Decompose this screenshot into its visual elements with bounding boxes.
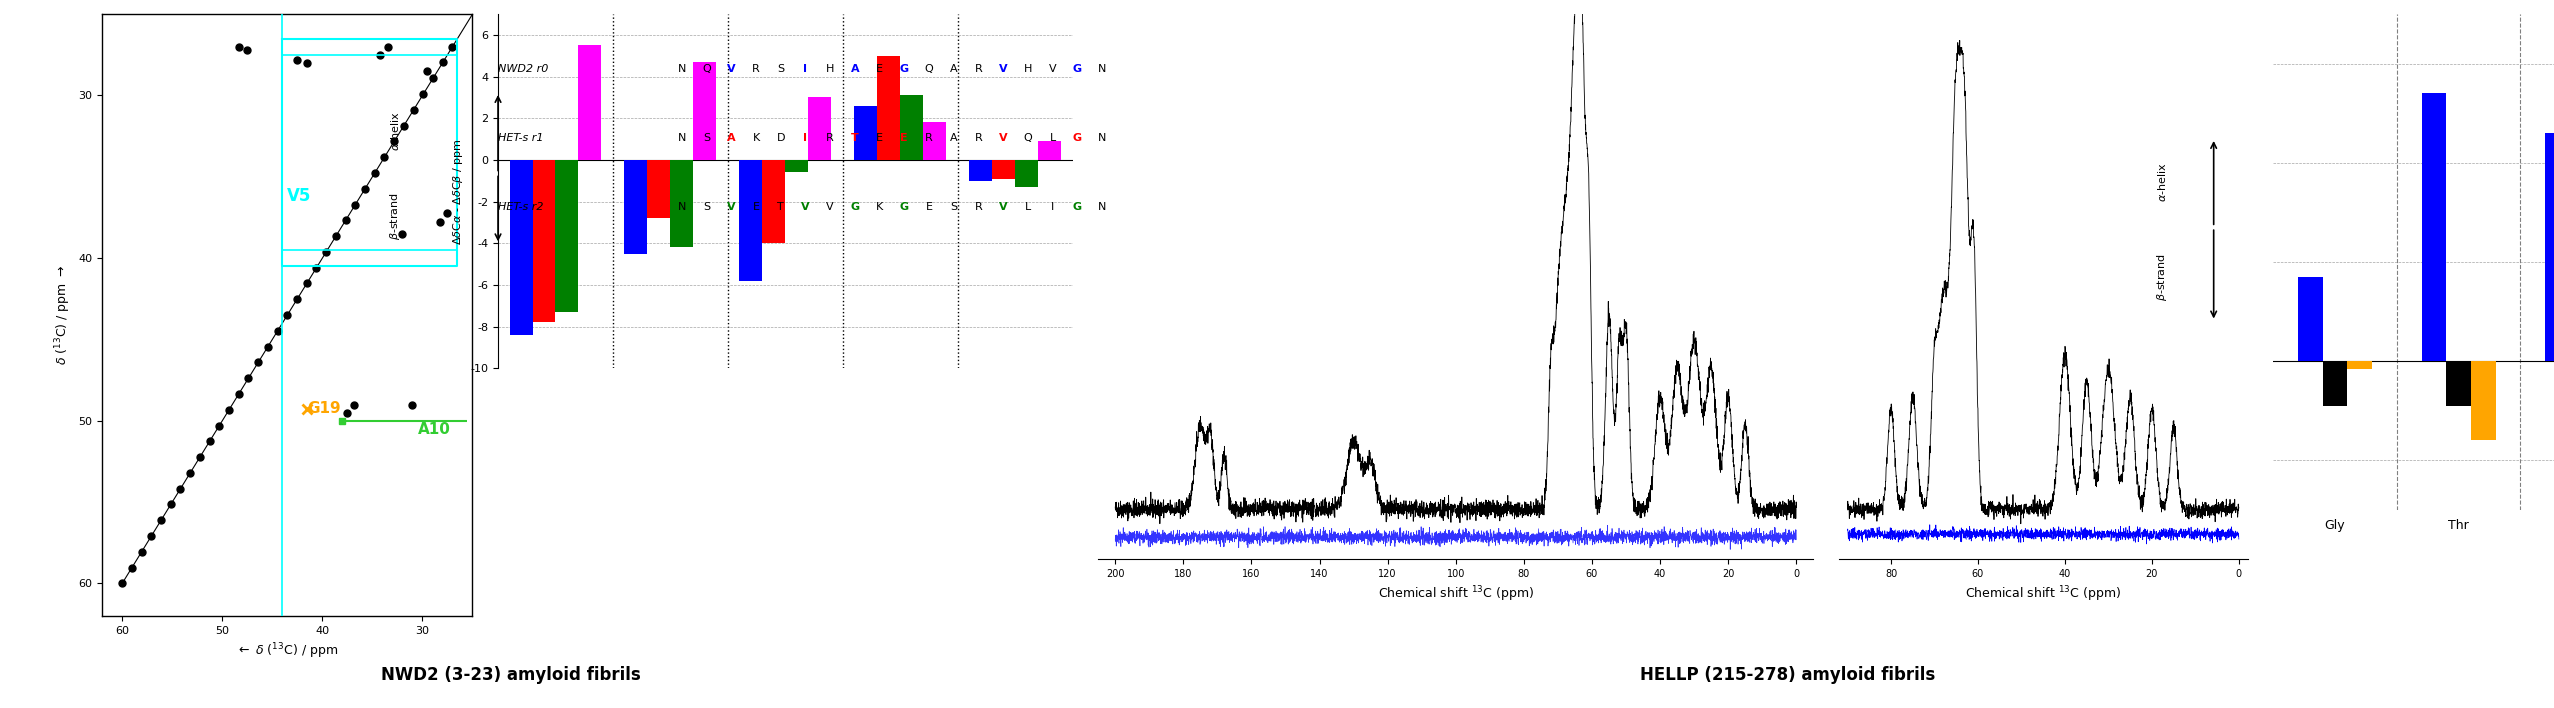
Bar xyxy=(577,45,603,160)
Bar xyxy=(649,160,669,218)
Bar xyxy=(971,160,994,181)
Text: NWD2 (3-23) amyloid fibrils: NWD2 (3-23) amyloid fibrils xyxy=(381,666,641,684)
Bar xyxy=(2546,133,2554,361)
Bar xyxy=(2472,361,2495,440)
Text: E: E xyxy=(925,202,932,212)
Bar xyxy=(925,122,945,160)
Text: A10: A10 xyxy=(416,422,450,437)
Text: V: V xyxy=(999,202,1006,212)
Text: R: R xyxy=(976,64,983,74)
Text: $\alpha$-helix: $\alpha$-helix xyxy=(388,111,401,151)
Bar xyxy=(557,160,577,312)
Text: A: A xyxy=(950,133,958,143)
Bar xyxy=(1037,141,1062,160)
Bar xyxy=(879,56,899,160)
Y-axis label: $\delta$ ($^{13}$C) / ppm $\rightarrow$: $\delta$ ($^{13}$C) / ppm $\rightarrow$ xyxy=(54,265,72,365)
Text: $\beta$-strand: $\beta$-strand xyxy=(2156,253,2168,301)
Text: Q: Q xyxy=(702,64,710,74)
Text: HET-s r2: HET-s r2 xyxy=(498,202,544,212)
Y-axis label: $\Delta\delta$C$\alpha$ - $\Delta\delta$C$\beta$ / ppm: $\Delta\delta$C$\alpha$ - $\Delta\delta$… xyxy=(450,138,465,244)
X-axis label: $\leftarrow$ $\delta$ ($^{13}$C) / ppm: $\leftarrow$ $\delta$ ($^{13}$C) / ppm xyxy=(238,641,337,661)
Text: HET-s r1: HET-s r1 xyxy=(498,133,544,143)
Text: V: V xyxy=(827,202,835,212)
Text: L: L xyxy=(1050,133,1055,143)
Text: A: A xyxy=(728,133,736,143)
Text: S: S xyxy=(950,202,958,212)
Bar xyxy=(807,98,833,160)
Text: Q: Q xyxy=(1024,133,1032,143)
Bar xyxy=(902,96,925,160)
Text: R: R xyxy=(976,202,983,212)
Text: R: R xyxy=(753,64,761,74)
Text: T: T xyxy=(850,133,858,143)
Text: V: V xyxy=(728,202,736,212)
Text: V: V xyxy=(728,64,736,74)
Text: S: S xyxy=(776,64,784,74)
Text: NWD2 r0: NWD2 r0 xyxy=(498,64,549,74)
Text: I: I xyxy=(805,64,807,74)
Text: G: G xyxy=(850,202,861,212)
Text: N: N xyxy=(677,202,687,212)
Text: G: G xyxy=(899,64,909,74)
Bar xyxy=(994,160,1016,178)
Text: V: V xyxy=(802,202,810,212)
Text: HELLP (215-278) amyloid fibrils: HELLP (215-278) amyloid fibrils xyxy=(1640,666,1936,684)
Text: K: K xyxy=(876,202,884,212)
Text: E: E xyxy=(876,64,884,74)
Text: H: H xyxy=(1024,64,1032,74)
Text: N: N xyxy=(1098,64,1106,74)
Text: V: V xyxy=(999,64,1006,74)
Bar xyxy=(511,160,534,335)
X-axis label: Chemical shift $^{13}$C (ppm): Chemical shift $^{13}$C (ppm) xyxy=(1964,585,2122,604)
Bar xyxy=(695,62,715,160)
Text: I: I xyxy=(1050,202,1055,212)
Bar xyxy=(2421,93,2447,361)
Text: G19: G19 xyxy=(306,401,342,416)
Text: Q: Q xyxy=(925,64,932,74)
Text: K: K xyxy=(753,133,759,143)
Text: V5: V5 xyxy=(286,187,312,205)
Text: R: R xyxy=(976,133,983,143)
Text: I: I xyxy=(805,133,807,143)
Text: R: R xyxy=(925,133,932,143)
Text: L: L xyxy=(1024,202,1032,212)
Text: V: V xyxy=(1050,64,1057,74)
Text: D: D xyxy=(776,133,784,143)
Bar xyxy=(669,160,695,247)
Text: E: E xyxy=(902,133,909,143)
Text: A: A xyxy=(850,64,858,74)
Bar xyxy=(853,105,879,160)
Bar xyxy=(761,160,787,244)
Text: E: E xyxy=(753,202,759,212)
Text: N: N xyxy=(1098,202,1106,212)
Text: H: H xyxy=(825,64,835,74)
Text: N: N xyxy=(677,64,687,74)
Text: N: N xyxy=(1098,133,1106,143)
Text: G: G xyxy=(899,202,909,212)
Text: $\beta$-strand: $\beta$-strand xyxy=(388,192,401,240)
Bar xyxy=(787,160,807,173)
Text: $\alpha$-helix: $\alpha$-helix xyxy=(2156,163,2168,202)
Text: S: S xyxy=(702,133,710,143)
Bar xyxy=(2447,361,2472,406)
Text: R: R xyxy=(827,133,835,143)
Bar xyxy=(2322,361,2347,406)
Text: N: N xyxy=(677,133,687,143)
Text: G: G xyxy=(1073,133,1083,143)
Bar xyxy=(2299,277,2322,361)
Text: S: S xyxy=(702,202,710,212)
Text: E: E xyxy=(876,133,884,143)
X-axis label: Chemical shift $^{13}$C (ppm): Chemical shift $^{13}$C (ppm) xyxy=(1377,585,1535,604)
Bar xyxy=(2347,361,2373,368)
Bar xyxy=(741,160,761,280)
Bar xyxy=(623,160,649,253)
Text: A: A xyxy=(950,64,958,74)
Text: T: T xyxy=(776,202,784,212)
Text: G: G xyxy=(1073,64,1083,74)
Bar xyxy=(534,160,557,322)
Bar xyxy=(1016,160,1039,187)
Text: V: V xyxy=(999,133,1006,143)
Text: G: G xyxy=(1073,202,1083,212)
